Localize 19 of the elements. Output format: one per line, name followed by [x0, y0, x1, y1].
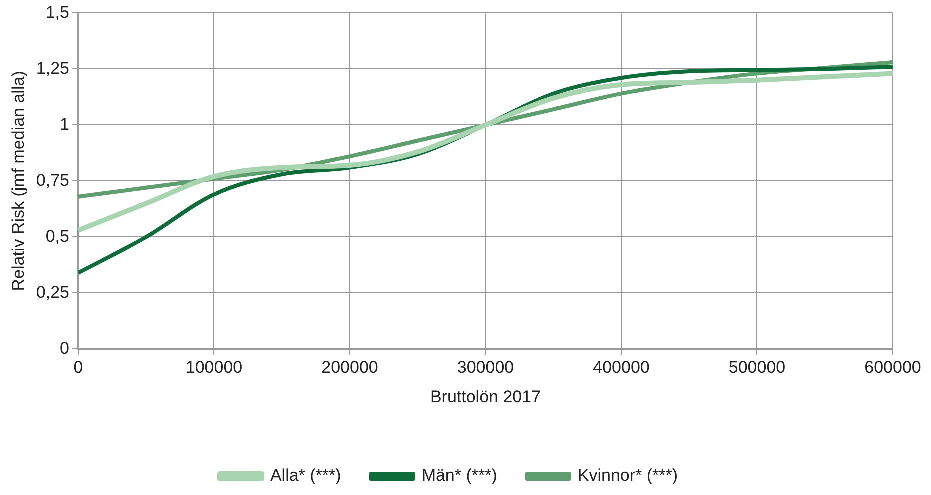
x-tick-label: 500000 [728, 358, 786, 378]
y-tick-label: 0,5 [46, 226, 70, 246]
legend-label: Alla* (***) [270, 466, 342, 486]
legend-label: Män* (***) [422, 466, 498, 486]
x-tick-label: 400000 [593, 358, 650, 378]
y-tick-label: 0,25 [36, 282, 70, 302]
y-tick-label: 1,25 [36, 58, 70, 78]
x-tick-label: 600000 [864, 358, 922, 378]
y-axis-title: Relativ Risk (jmf median alla) [8, 71, 28, 292]
legend-label: Kvinnor* (***) [578, 466, 678, 486]
x-tick-label: 300000 [457, 358, 514, 378]
y-tick-label: 1,5 [46, 2, 70, 22]
x-tick-label: 200000 [322, 358, 378, 378]
y-tick-label: 1 [60, 114, 70, 134]
y-tick-label: 0 [60, 338, 70, 358]
x-tick-label: 100000 [186, 358, 243, 378]
x-axis-title: Bruttolön 2017 [430, 387, 542, 406]
x-tick-label: 0 [74, 358, 84, 378]
y-tick-label: 0,75 [36, 170, 70, 190]
